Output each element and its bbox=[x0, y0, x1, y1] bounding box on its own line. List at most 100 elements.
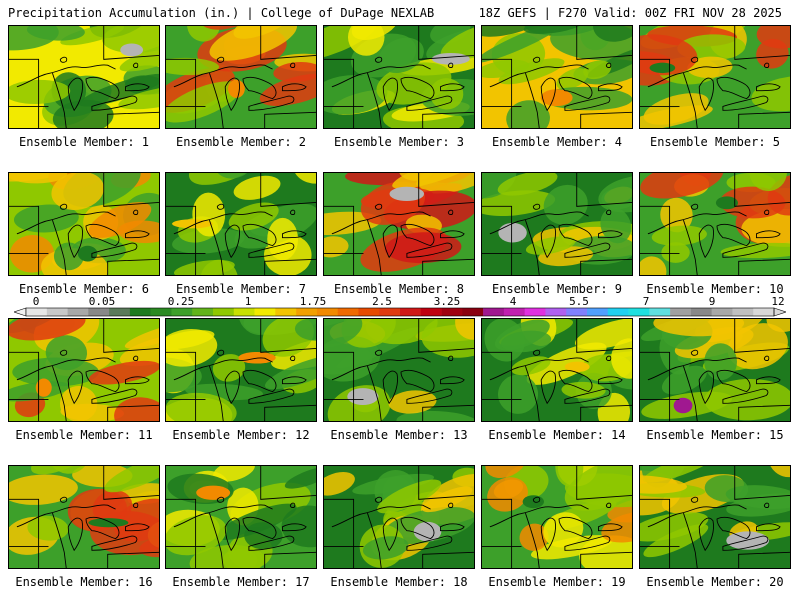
colorbar-segment bbox=[670, 308, 692, 316]
colorbar-segment bbox=[441, 308, 463, 316]
map-boundary bbox=[716, 76, 751, 100]
precipitation-map bbox=[324, 466, 474, 568]
precip-blob bbox=[124, 322, 159, 349]
map-boundary bbox=[540, 370, 556, 405]
precip-blob bbox=[556, 68, 589, 90]
colorbar-frame bbox=[25, 307, 775, 317]
map-boundary bbox=[224, 370, 240, 405]
precip-blob bbox=[601, 511, 632, 543]
map-boundary bbox=[558, 223, 593, 247]
map-boundary bbox=[282, 376, 307, 385]
member-caption: Ensemble Member: 7 bbox=[175, 282, 307, 296]
map-boundary bbox=[489, 357, 589, 381]
map-boundary bbox=[9, 58, 40, 128]
precip-blob bbox=[166, 392, 237, 421]
map-boundary bbox=[208, 219, 224, 275]
map-boundary bbox=[216, 349, 225, 356]
precip-blob bbox=[485, 466, 527, 479]
map-boundary bbox=[756, 83, 781, 92]
map-boundary bbox=[107, 404, 159, 421]
map-boundary bbox=[647, 211, 747, 235]
map-boundary bbox=[532, 203, 541, 210]
precip-blob bbox=[653, 319, 745, 337]
map-boundary bbox=[682, 365, 698, 421]
precipitation-map bbox=[166, 26, 316, 128]
map-boundary bbox=[447, 502, 454, 509]
map-boundary bbox=[216, 56, 225, 63]
colorbar-tick-label: 1.75 bbox=[300, 296, 327, 308]
map-boundary bbox=[242, 76, 277, 100]
map-boundary bbox=[51, 72, 67, 128]
precip-blob bbox=[88, 202, 152, 238]
map-boundary bbox=[51, 512, 67, 568]
member-caption: Ensemble Member: 13 bbox=[330, 428, 468, 442]
map-boundary bbox=[580, 111, 632, 128]
precip-blob bbox=[600, 207, 632, 244]
map-boundary bbox=[756, 523, 781, 532]
ensemble-panel bbox=[639, 172, 791, 276]
map-boundary bbox=[132, 355, 139, 362]
precipitation-map bbox=[166, 173, 316, 275]
colorbar-segment bbox=[26, 308, 48, 316]
precip-accent-blob bbox=[431, 52, 470, 65]
map-boundary bbox=[85, 223, 120, 247]
ensemble-panel bbox=[165, 465, 317, 569]
map-boundary bbox=[16, 357, 116, 381]
colorbar-segment bbox=[358, 308, 380, 316]
map-boundary bbox=[224, 77, 240, 112]
precip-blob bbox=[13, 204, 79, 233]
ensemble-panel bbox=[165, 318, 317, 422]
map-boundary bbox=[242, 516, 277, 540]
map-boundary bbox=[763, 502, 770, 509]
map-boundary bbox=[598, 83, 623, 92]
map-boundary bbox=[540, 77, 556, 112]
map-boundary bbox=[208, 512, 224, 568]
precipitation-map bbox=[9, 26, 159, 128]
map-boundary bbox=[524, 512, 540, 568]
map-boundary bbox=[248, 95, 295, 111]
map-boundary bbox=[756, 230, 781, 239]
precip-blob bbox=[498, 374, 539, 414]
map-boundary bbox=[406, 242, 453, 258]
map-boundary bbox=[734, 466, 790, 500]
precip-blob bbox=[188, 173, 266, 185]
precip-blob bbox=[233, 175, 281, 200]
map-boundary bbox=[9, 351, 40, 421]
member-caption: Ensemble Member: 10 bbox=[646, 282, 784, 296]
map-boundary bbox=[107, 551, 159, 568]
colorbar-segment bbox=[150, 308, 172, 316]
precip-accent-blob bbox=[522, 495, 544, 509]
ensemble-panel bbox=[165, 172, 317, 276]
colorbar-segment bbox=[545, 308, 567, 316]
map-boundary bbox=[406, 95, 453, 111]
map-boundary bbox=[91, 242, 138, 258]
precip-blob bbox=[324, 472, 355, 496]
precip-blob bbox=[102, 26, 159, 53]
map-boundary bbox=[242, 369, 277, 393]
precip-blob bbox=[640, 256, 667, 275]
map-boundary bbox=[756, 376, 781, 385]
precip-blob bbox=[525, 236, 576, 255]
precip-blob bbox=[12, 357, 99, 387]
precipitation-map bbox=[640, 26, 790, 128]
map-boundary bbox=[125, 230, 150, 239]
map-boundary bbox=[734, 173, 790, 207]
map-boundary bbox=[482, 58, 513, 128]
colorbar-segment bbox=[171, 308, 193, 316]
precip-blob bbox=[766, 319, 790, 332]
map-boundary bbox=[682, 72, 698, 128]
map-boundary bbox=[103, 466, 159, 500]
precip-blob bbox=[384, 232, 462, 264]
map-boundary bbox=[67, 77, 83, 112]
colorbar-tick-label: 2.5 bbox=[372, 296, 392, 308]
precip-accent-blob bbox=[35, 378, 52, 397]
map-boundary bbox=[716, 223, 751, 247]
map-boundary bbox=[738, 258, 790, 275]
map-boundary bbox=[564, 535, 611, 551]
map-boundary bbox=[374, 349, 383, 356]
map-boundary bbox=[282, 523, 307, 532]
map-boundary bbox=[107, 258, 159, 275]
map-boundary bbox=[125, 376, 150, 385]
ensemble-panel bbox=[323, 25, 475, 129]
colorbar-segment bbox=[420, 308, 442, 316]
